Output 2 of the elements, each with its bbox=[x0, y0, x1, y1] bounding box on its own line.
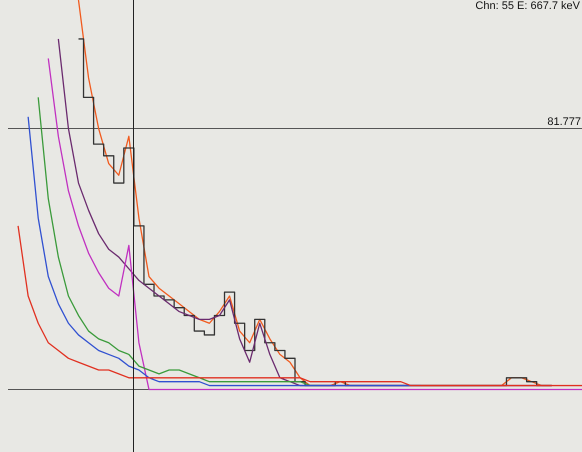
annotation: Chn: 55 E: 667.7 keV bbox=[475, 0, 580, 12]
annotation: 81.777 bbox=[547, 116, 581, 128]
